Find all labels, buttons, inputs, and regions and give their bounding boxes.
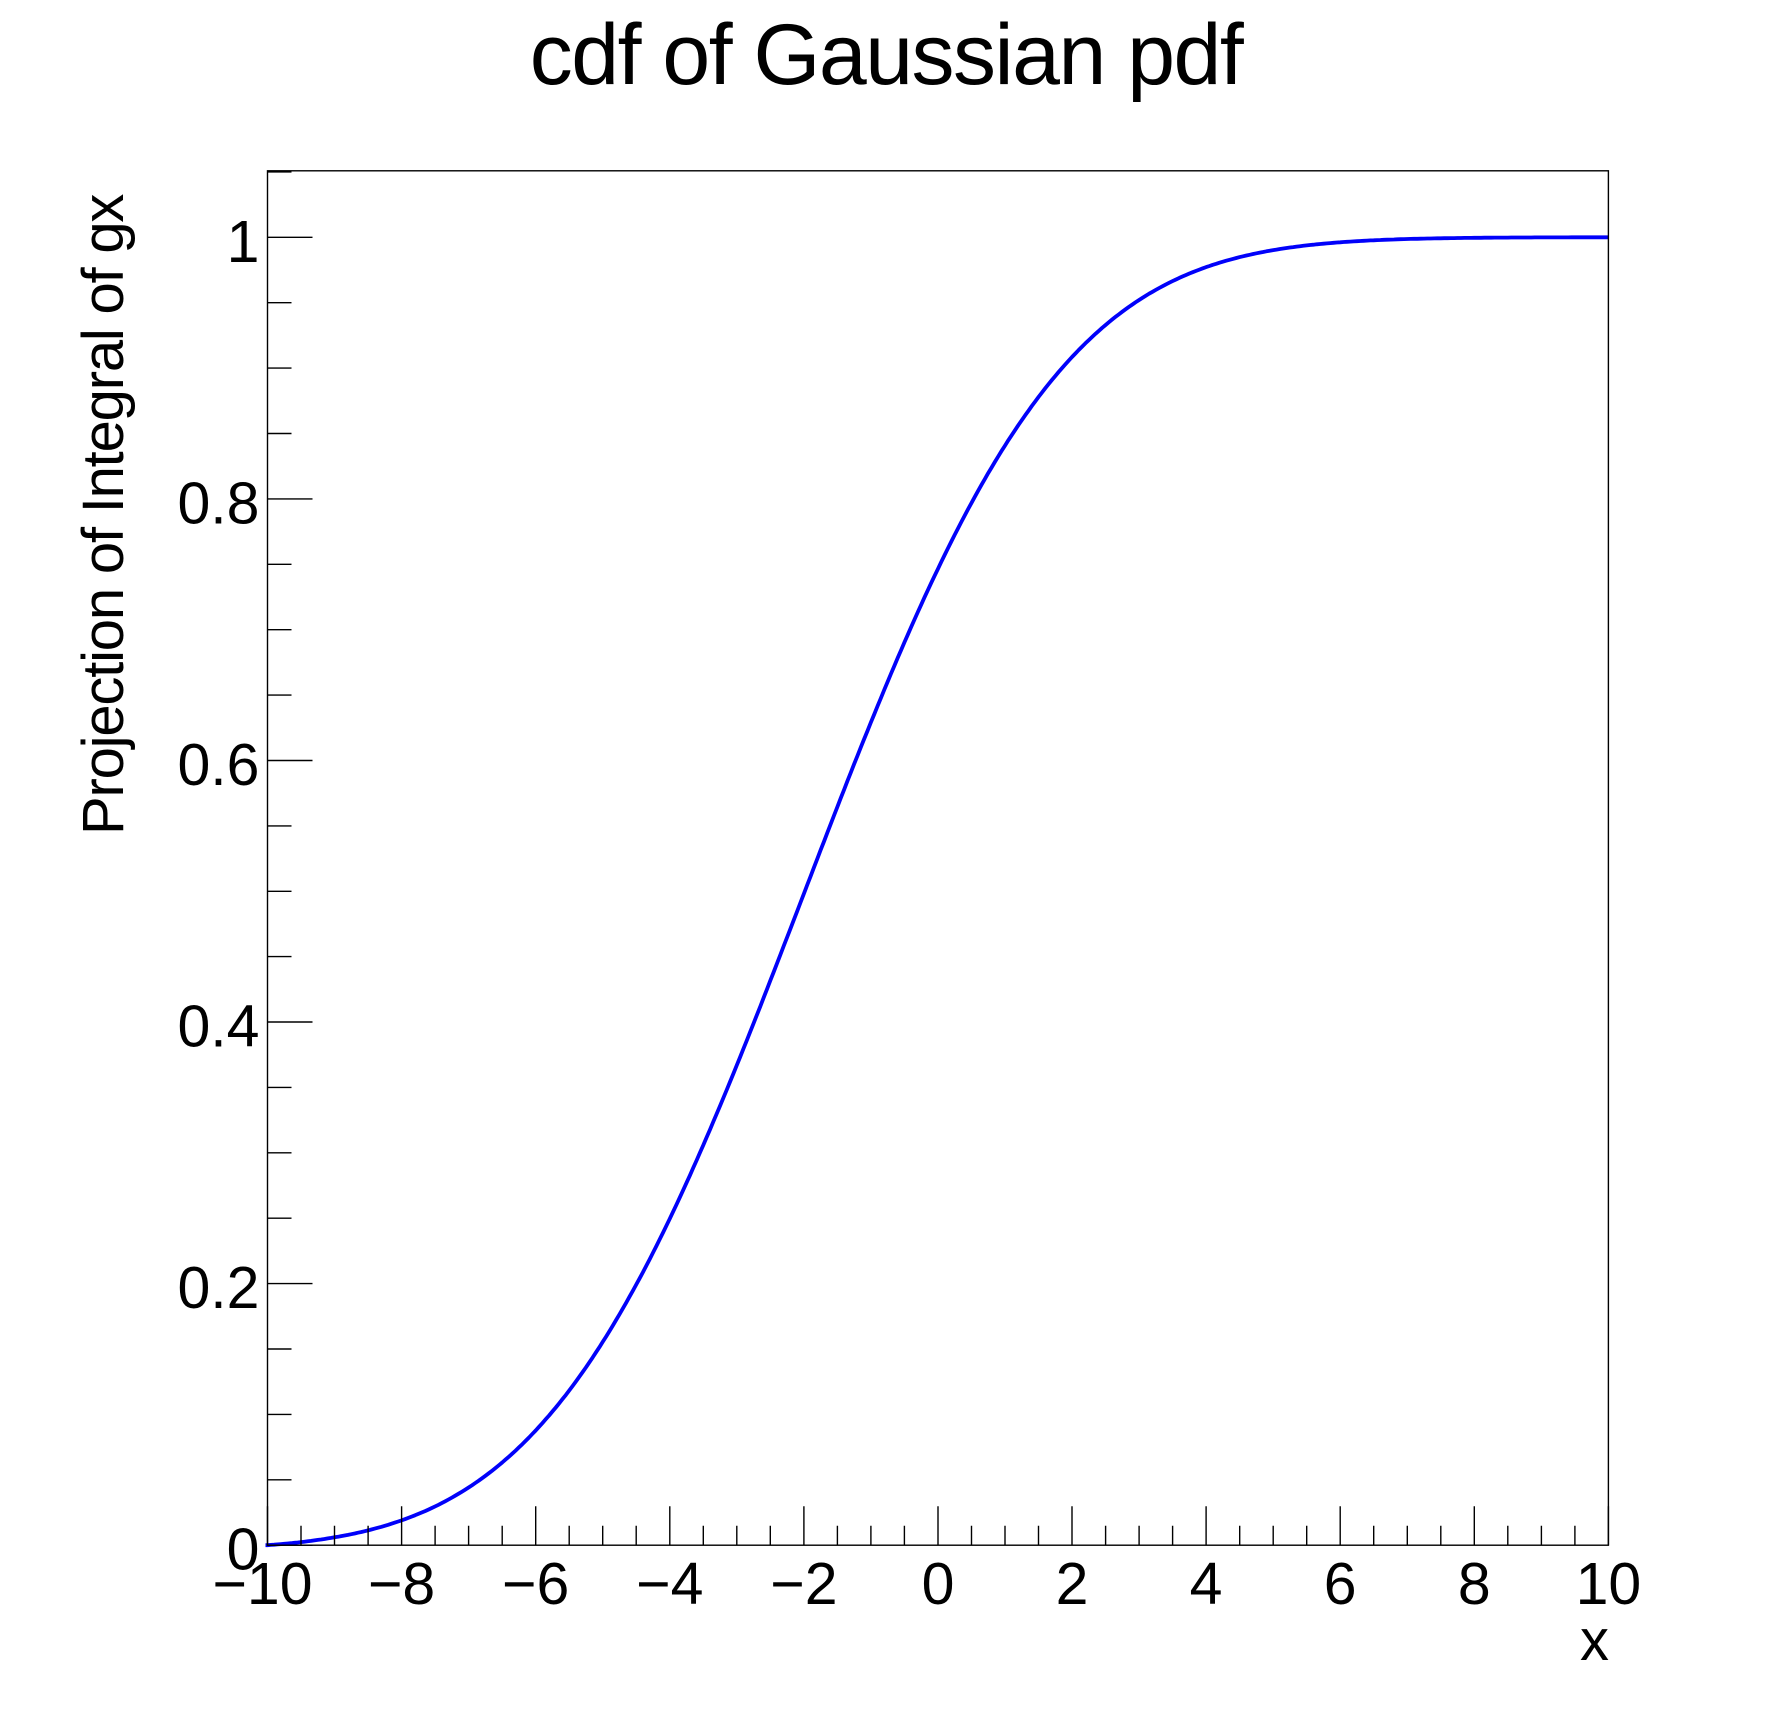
svg-text:10: 10	[1576, 1551, 1642, 1617]
svg-text:0: 0	[227, 1517, 260, 1583]
svg-text:x: x	[1580, 1608, 1609, 1673]
svg-text:4: 4	[1190, 1551, 1223, 1617]
svg-text:8: 8	[1458, 1551, 1491, 1617]
svg-text:−4: −4	[636, 1551, 703, 1617]
svg-text:0.4: 0.4	[177, 994, 259, 1060]
svg-text:6: 6	[1324, 1551, 1357, 1617]
svg-text:0.2: 0.2	[177, 1255, 259, 1321]
svg-text:−6: −6	[502, 1551, 569, 1617]
svg-text:1: 1	[227, 209, 260, 275]
svg-text:0: 0	[922, 1551, 955, 1617]
svg-text:0.6: 0.6	[177, 732, 259, 798]
svg-text:−8: −8	[368, 1551, 435, 1617]
svg-text:−2: −2	[770, 1551, 837, 1617]
svg-text:cdf of Gaussian pdf: cdf of Gaussian pdf	[530, 7, 1245, 103]
svg-text:2: 2	[1056, 1551, 1089, 1617]
svg-text:0.8: 0.8	[177, 470, 259, 536]
svg-text:Projection of Integral of gx: Projection of Integral of gx	[71, 194, 136, 835]
svg-text:−10: −10	[212, 1551, 312, 1617]
